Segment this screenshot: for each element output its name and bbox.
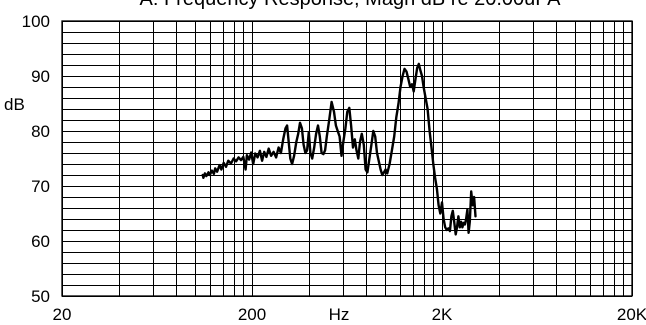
x-tick-label: 20 — [53, 305, 72, 324]
axis-labels: dB Hz 50 60 70 80 90 100 20 200 2K 20K — [4, 12, 646, 324]
x-tick-label: 200 — [238, 305, 266, 324]
x-tick-label: 2K — [432, 305, 453, 324]
plot-frame — [61, 20, 633, 297]
y-tick-label: 80 — [31, 122, 50, 141]
x-axis-label: Hz — [329, 305, 350, 324]
chart-title: A: Frequency Response, Magn dB re 20.00u… — [140, 0, 562, 10]
y-tick-label: 50 — [31, 287, 50, 306]
y-tick-label: 70 — [31, 177, 50, 196]
grid — [62, 21, 633, 297]
frequency-response-line — [201, 62, 477, 236]
y-axis-label: dB — [4, 95, 25, 114]
x-tick-label: 20K — [617, 305, 646, 324]
y-tick-label: 60 — [31, 232, 50, 251]
y-tick-label: 100 — [22, 12, 50, 31]
data-layer — [201, 62, 477, 236]
y-tick-label: 90 — [31, 67, 50, 86]
